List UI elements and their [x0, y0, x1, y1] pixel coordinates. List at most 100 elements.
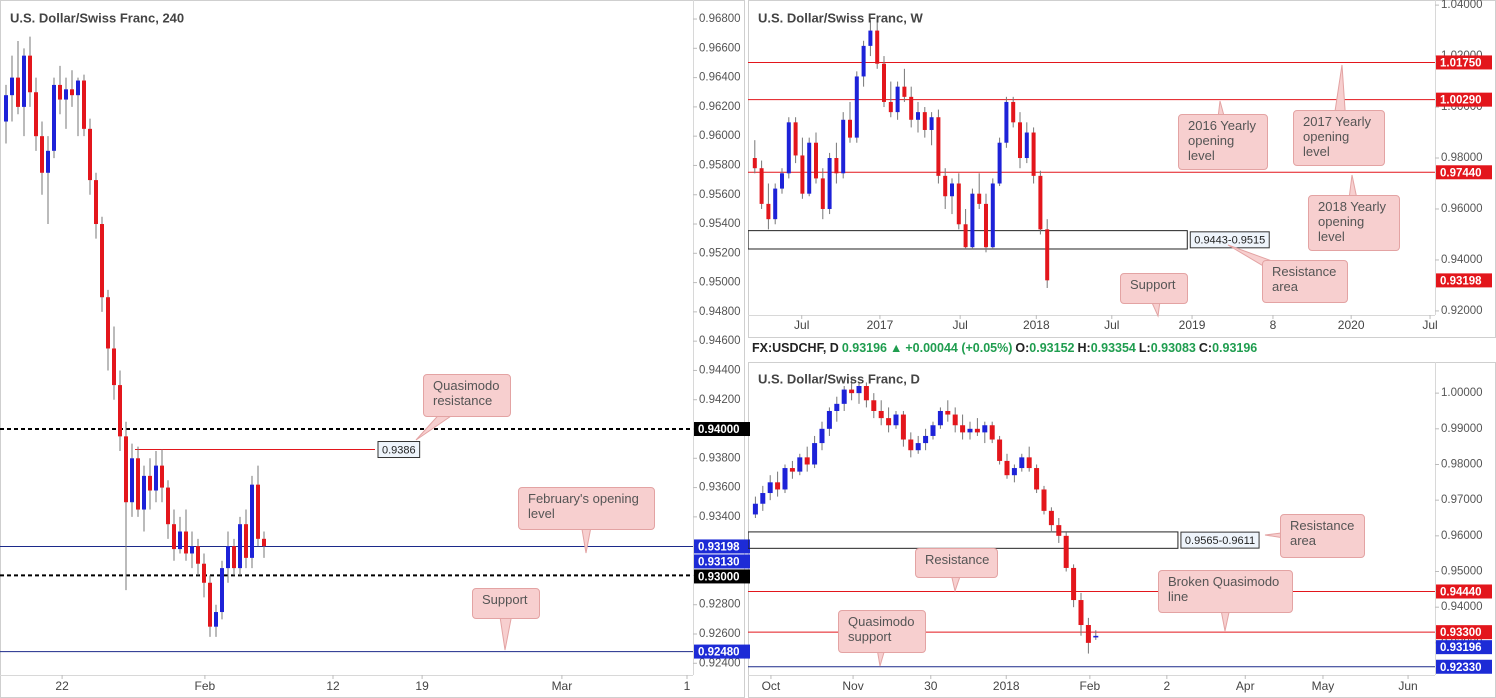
candle-body: [886, 418, 892, 426]
candle-body: [190, 546, 194, 554]
candle-body: [923, 435, 929, 444]
price-badge: [694, 644, 750, 659]
x-tick-label: Mar: [552, 679, 573, 693]
candle-body: [1038, 175, 1043, 230]
y-tick-label: 0.95000: [699, 277, 741, 289]
candle-body: [936, 117, 941, 176]
callout: 2016 Yearly opening level: [1178, 114, 1268, 170]
y-tick-label: 0.92000: [1441, 305, 1483, 317]
chart-title: U.S. Dollar/Swiss Franc, W: [758, 10, 923, 25]
y-tick-label: 0.94200: [699, 394, 741, 406]
zone-label-box: [1180, 531, 1260, 549]
ohlc-label: C:: [1198, 341, 1213, 355]
callout: Resistance: [915, 548, 998, 578]
candle-body: [1048, 510, 1054, 526]
price-badge-label: 0.94440: [1440, 587, 1482, 599]
candle-body: [202, 563, 206, 583]
candle-body: [1011, 468, 1017, 476]
candle-body: [937, 410, 943, 426]
candle-body: [118, 385, 122, 437]
candle-body: [34, 92, 38, 137]
y-tick-label: 0.96200: [699, 101, 741, 113]
candle-body: [849, 389, 855, 394]
x-tick-label: 2018: [993, 679, 1020, 693]
candle-body: [1017, 122, 1022, 159]
x-tick-label: 2019: [1179, 318, 1206, 332]
candle-body: [214, 612, 218, 627]
callout: Support: [472, 588, 540, 619]
candle-body: [160, 465, 164, 488]
candle-body: [974, 428, 980, 433]
change-arrow: ▲: [890, 341, 903, 355]
y-tick-label: 0.93800: [699, 452, 741, 464]
candle-body: [256, 484, 260, 539]
candle-body: [76, 80, 80, 96]
candle-body: [760, 493, 766, 504]
candle-body: [779, 173, 784, 189]
x-tick-label: 2: [1163, 679, 1170, 693]
candle-body: [813, 142, 818, 179]
symbol: FX:USDCHF, D: [752, 341, 839, 355]
candle-body: [826, 410, 832, 429]
price-badge: [1436, 659, 1492, 674]
candle-body: [834, 158, 839, 174]
x-tick-label: Apr: [1236, 679, 1255, 693]
candle-body: [1056, 525, 1062, 536]
candle-body: [64, 89, 68, 100]
price-badge-label: 1.01750: [1440, 57, 1482, 69]
candle-body: [819, 428, 825, 444]
ohlc-value: 0.93196: [1212, 341, 1258, 355]
x-tick-label: Feb: [1080, 679, 1101, 693]
candle-body: [997, 439, 1003, 461]
candle-body: [250, 484, 254, 558]
price-badge-label: 0.97440: [1440, 167, 1482, 179]
candle-body: [196, 546, 200, 564]
candle-body: [766, 203, 771, 220]
candle-body: [949, 183, 954, 197]
candle-body: [178, 531, 182, 550]
x-tick-label: 2018: [1023, 318, 1050, 332]
y-tick-label: 0.95800: [699, 159, 741, 171]
x-tick-label: Oct: [762, 679, 781, 693]
callout: Quasimodo support: [838, 610, 926, 653]
zone-label-box: [1189, 231, 1270, 249]
candle-body: [16, 77, 20, 107]
price-badge: [694, 539, 750, 554]
candle-body: [983, 203, 988, 248]
y-tick-label: 0.94000: [1441, 254, 1483, 266]
callout: 2017 Yearly opening level: [1293, 110, 1385, 166]
candle-body: [793, 122, 798, 156]
candle-body: [871, 400, 877, 411]
callout: Broken Quasimodo line: [1158, 570, 1293, 613]
ohlc-value: 0.93083: [1150, 341, 1196, 355]
y-tick-label: 0.94600: [699, 335, 741, 347]
price-badge-label: 0.93198: [698, 541, 740, 553]
candle-body: [922, 112, 927, 130]
candle-body: [977, 193, 982, 204]
candle-body: [970, 193, 975, 248]
candle-body: [943, 175, 948, 197]
plot-area: [0, 36, 693, 653]
price-badge-label: 0.93300: [1440, 627, 1482, 639]
candle-body: [989, 425, 995, 440]
candle-body: [1019, 457, 1025, 469]
y-tick-label: 0.95000: [1441, 566, 1483, 578]
candle-body: [856, 386, 862, 394]
candle-body: [888, 101, 893, 113]
callout: Support: [1120, 273, 1188, 304]
y-tick-label: 0.99000: [1441, 423, 1483, 435]
y-tick-label: 0.92600: [699, 628, 741, 640]
candle-body: [789, 468, 795, 472]
y-tick-label: 0.97000: [1441, 494, 1483, 506]
price-badge-label: 1.00290: [1440, 95, 1482, 107]
price-badge-label: 0.92330: [1440, 662, 1482, 674]
symbol-header: FX:USDCHF, D 0.93196 ▲ +0.00044 (+0.05%) O:0…: [752, 341, 1260, 355]
price-badge: [1436, 625, 1492, 640]
candle-body: [166, 487, 170, 525]
candle-body: [868, 30, 873, 46]
candle-body: [124, 436, 128, 503]
candle-body: [893, 414, 899, 426]
callout: Quasimodo resistance: [423, 374, 511, 417]
candle-body: [1011, 101, 1016, 123]
